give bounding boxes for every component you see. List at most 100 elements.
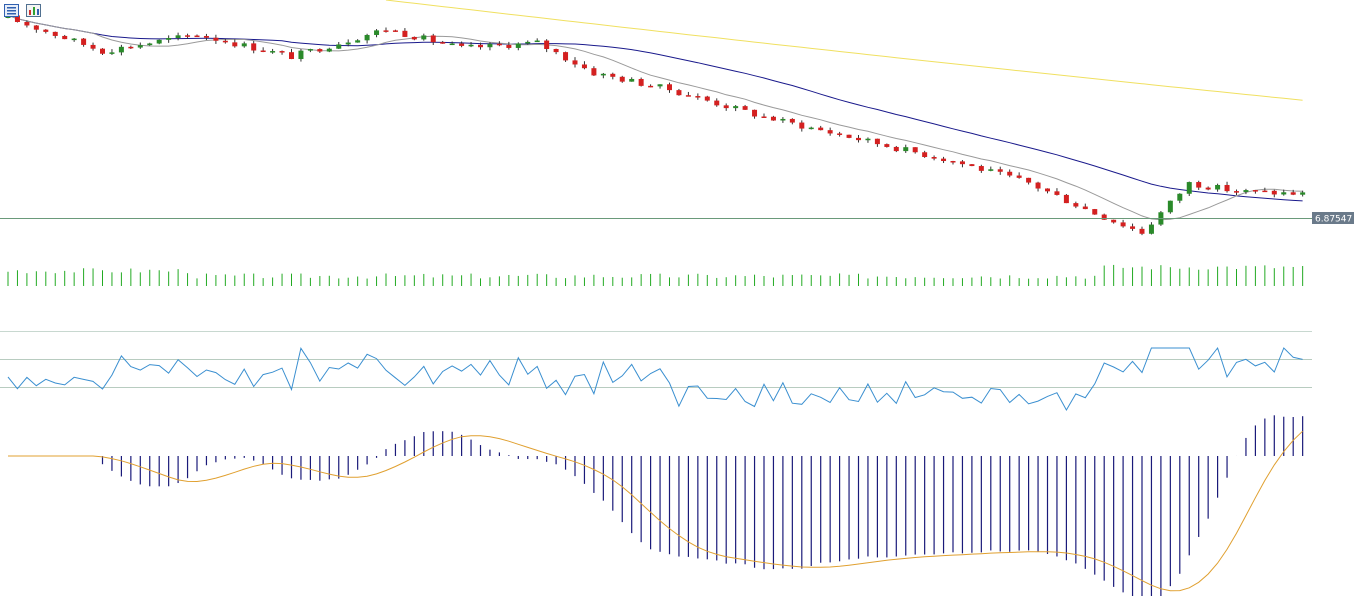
candle <box>1082 203 1088 210</box>
candle <box>175 32 181 41</box>
candle <box>185 33 191 39</box>
candle <box>676 88 682 96</box>
candle-body <box>1186 182 1192 194</box>
candle <box>856 135 861 143</box>
candle <box>808 126 814 130</box>
candle <box>959 160 965 168</box>
candle <box>392 29 398 32</box>
candle-body <box>1262 190 1268 193</box>
candle-body <box>1035 182 1041 189</box>
candle-body <box>931 156 937 159</box>
candle <box>742 104 748 110</box>
candle <box>1045 188 1050 194</box>
candle <box>118 44 124 56</box>
ma-slow-line <box>385 0 1303 101</box>
candle <box>1054 188 1060 196</box>
candle-body <box>166 38 172 40</box>
candle <box>723 103 729 111</box>
candle-body <box>203 35 209 38</box>
candle-body <box>667 84 672 91</box>
candle-body <box>874 138 880 145</box>
candle-body <box>33 25 39 30</box>
candle <box>1300 190 1306 197</box>
candle <box>572 57 578 68</box>
candle <box>780 117 786 123</box>
ma-medium-path <box>7 14 1303 202</box>
candle-body <box>24 21 30 26</box>
candle-body <box>1252 190 1258 192</box>
candle <box>657 84 663 89</box>
candle <box>789 118 795 125</box>
candle <box>459 41 465 48</box>
candle-body <box>903 147 909 152</box>
candle <box>260 47 266 53</box>
candle <box>52 31 58 39</box>
candle-body <box>1148 224 1154 234</box>
candle-body <box>676 90 682 96</box>
candle <box>478 42 483 50</box>
candle <box>62 34 68 40</box>
candle <box>1262 187 1268 193</box>
candle-body <box>893 146 899 152</box>
candle-body <box>553 48 559 53</box>
candle-body <box>1054 191 1060 195</box>
candle-body <box>1073 203 1079 207</box>
candle <box>733 105 739 112</box>
candle-body <box>241 43 247 47</box>
candle <box>440 40 446 44</box>
candle-body <box>591 68 597 76</box>
candle <box>761 113 767 118</box>
candle-body <box>355 40 361 43</box>
candle-body <box>1026 177 1032 183</box>
oscillator-line <box>7 346 1303 412</box>
candle-body <box>1130 226 1136 229</box>
candle-body <box>326 48 332 52</box>
list-icon[interactable] <box>4 3 20 17</box>
candle <box>648 84 654 88</box>
candle-body <box>1082 206 1088 210</box>
candle <box>884 143 890 148</box>
candle <box>402 28 408 38</box>
candle-body <box>137 45 143 48</box>
candle-body <box>884 144 890 147</box>
candle-body <box>941 158 947 162</box>
candle <box>194 34 200 38</box>
candle <box>71 37 77 42</box>
candle-body <box>912 147 918 153</box>
candle-body <box>251 43 257 51</box>
candle <box>496 41 502 47</box>
candle-body <box>1120 222 1126 227</box>
candle <box>43 29 49 34</box>
candle-body <box>837 133 843 135</box>
candle <box>1035 181 1041 192</box>
candle-body <box>704 96 710 101</box>
candle-body <box>827 130 833 134</box>
candle-body <box>988 169 994 171</box>
candle-body <box>865 138 871 141</box>
candle <box>1073 201 1079 209</box>
candle <box>1063 194 1069 204</box>
candle <box>156 39 162 45</box>
candle <box>714 98 720 107</box>
candle-body <box>440 42 446 44</box>
candle-body <box>52 31 58 36</box>
candle-body <box>723 105 729 109</box>
candle <box>893 145 899 153</box>
candle-body <box>128 46 134 49</box>
candle-body <box>515 43 521 48</box>
candle <box>1252 189 1258 194</box>
candle <box>525 40 531 45</box>
candles-group <box>5 12 1306 236</box>
candle <box>1007 169 1013 178</box>
candle-body <box>345 42 351 45</box>
candle <box>1167 200 1173 214</box>
candle-body <box>175 35 181 39</box>
candle <box>1271 189 1277 198</box>
candle-body <box>459 43 465 46</box>
candle <box>544 39 550 53</box>
candle <box>411 36 417 41</box>
chart-settings-icon[interactable] <box>26 3 42 17</box>
candle <box>563 51 569 62</box>
